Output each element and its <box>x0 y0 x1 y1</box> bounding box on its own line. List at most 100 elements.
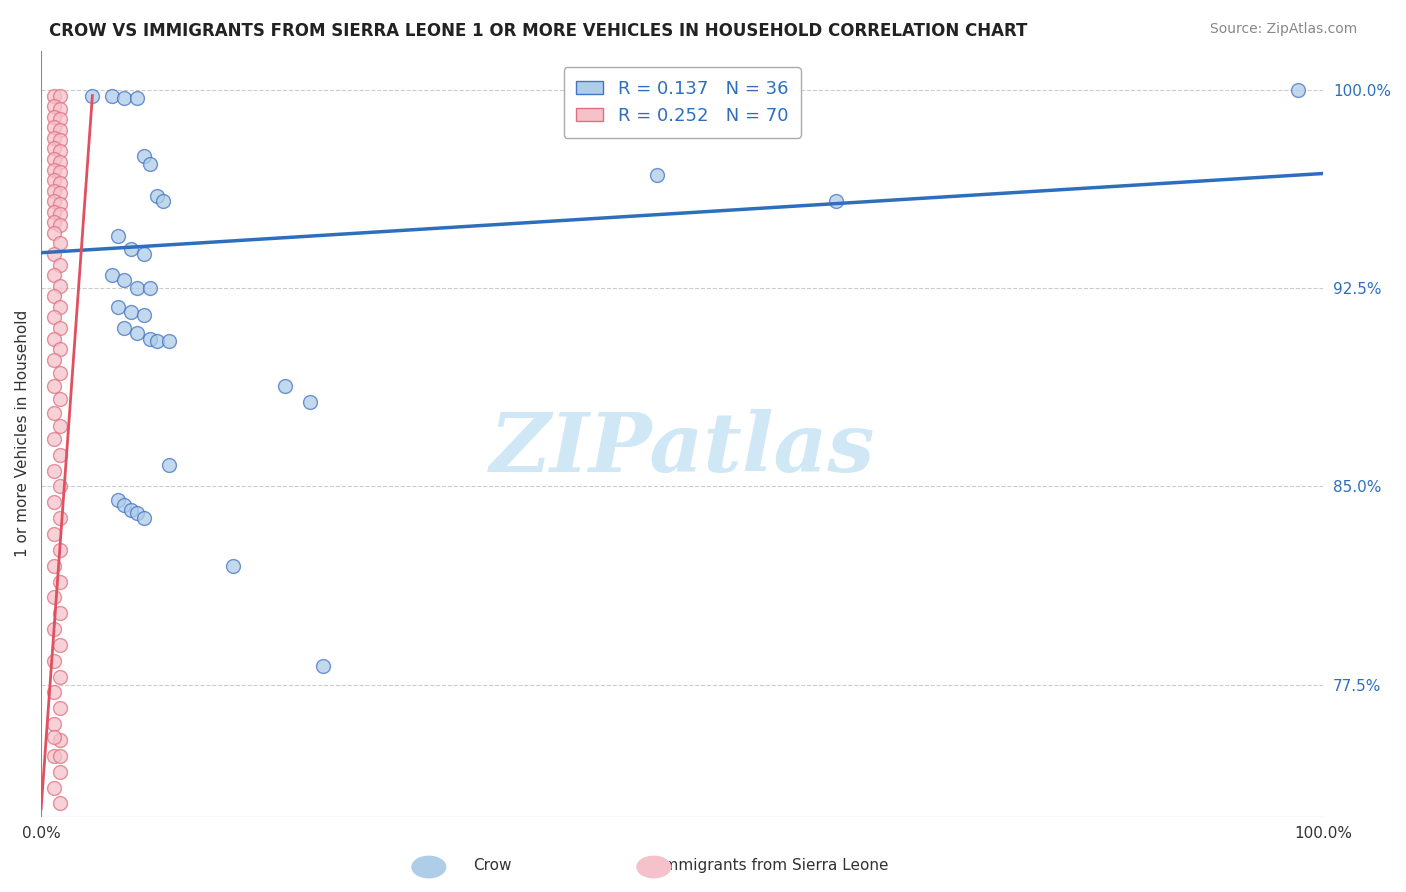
Point <box>49 154 72 169</box>
Point <box>49 366 72 380</box>
Point <box>49 638 72 652</box>
Point <box>49 479 72 493</box>
Point <box>49 670 72 684</box>
Text: ZIPatlas: ZIPatlas <box>489 409 875 489</box>
Text: CROW VS IMMIGRANTS FROM SIERRA LEONE 1 OR MORE VEHICLES IN HOUSEHOLD CORRELATION: CROW VS IMMIGRANTS FROM SIERRA LEONE 1 O… <box>49 22 1028 40</box>
Point <box>49 186 72 201</box>
Point <box>114 273 136 287</box>
Point <box>49 278 72 293</box>
Point <box>127 91 149 105</box>
Point <box>42 173 65 187</box>
Point <box>42 110 65 124</box>
Point <box>49 112 72 127</box>
Point <box>42 654 65 668</box>
Point <box>42 226 65 240</box>
Point <box>42 332 65 346</box>
Point <box>1286 83 1309 97</box>
Text: Source: ZipAtlas.com: Source: ZipAtlas.com <box>1209 22 1357 37</box>
Point <box>127 281 149 295</box>
Point <box>114 498 136 512</box>
Point <box>42 780 65 795</box>
Point <box>42 379 65 393</box>
Point <box>42 289 65 303</box>
Point <box>645 168 668 182</box>
Point <box>120 503 142 517</box>
Point <box>120 242 142 256</box>
Point <box>42 194 65 209</box>
Point <box>132 511 155 525</box>
Point <box>222 558 245 573</box>
Point <box>49 123 72 137</box>
Point <box>42 247 65 261</box>
Point <box>42 352 65 367</box>
Point <box>49 144 72 158</box>
Y-axis label: 1 or more Vehicles in Household: 1 or more Vehicles in Household <box>15 310 30 558</box>
Point <box>42 99 65 113</box>
Point <box>107 228 129 243</box>
Point <box>42 141 65 155</box>
Point <box>42 527 65 541</box>
Point <box>42 162 65 177</box>
Point <box>49 797 72 811</box>
Point <box>49 448 72 462</box>
Point <box>49 218 72 232</box>
Point <box>49 542 72 557</box>
Point <box>49 176 72 190</box>
Legend: R = 0.137   N = 36, R = 0.252   N = 70: R = 0.137 N = 36, R = 0.252 N = 70 <box>564 68 801 137</box>
Point <box>132 149 155 163</box>
Point <box>42 748 65 763</box>
Point <box>274 379 297 393</box>
Point <box>152 194 174 209</box>
Point <box>42 204 65 219</box>
Point <box>42 464 65 478</box>
Point <box>42 731 65 745</box>
Point <box>107 300 129 314</box>
Point <box>127 506 149 520</box>
Point <box>49 165 72 179</box>
Point <box>114 321 136 335</box>
Point <box>42 88 65 103</box>
Point <box>49 300 72 314</box>
Point <box>42 717 65 731</box>
Point <box>49 258 72 272</box>
Point <box>49 764 72 779</box>
Point <box>42 215 65 229</box>
Point <box>49 606 72 620</box>
Point <box>132 247 155 261</box>
Point <box>49 88 72 103</box>
Text: Immigrants from Sierra Leone: Immigrants from Sierra Leone <box>658 858 889 872</box>
Point <box>312 659 335 673</box>
Point <box>42 622 65 636</box>
Point <box>825 194 848 209</box>
Point <box>49 511 72 525</box>
Point <box>42 405 65 419</box>
Point <box>100 268 122 282</box>
Point <box>49 207 72 221</box>
Point <box>42 268 65 282</box>
Point <box>157 334 180 349</box>
Point <box>42 495 65 509</box>
Point <box>157 458 180 473</box>
Point <box>42 558 65 573</box>
Point <box>42 120 65 135</box>
Point <box>49 748 72 763</box>
Point <box>145 334 167 349</box>
Point <box>49 701 72 715</box>
Point <box>114 91 136 105</box>
Point <box>42 184 65 198</box>
Point <box>120 305 142 319</box>
Point <box>49 418 72 433</box>
Point <box>127 326 149 341</box>
Point <box>42 591 65 605</box>
Point <box>100 88 122 103</box>
Text: Crow: Crow <box>472 858 512 872</box>
Point <box>49 733 72 747</box>
Point <box>42 131 65 145</box>
Point <box>49 321 72 335</box>
Point <box>299 395 322 409</box>
Point <box>49 342 72 356</box>
Point <box>49 102 72 116</box>
Point <box>49 197 72 211</box>
Point <box>49 133 72 147</box>
Point <box>49 574 72 589</box>
